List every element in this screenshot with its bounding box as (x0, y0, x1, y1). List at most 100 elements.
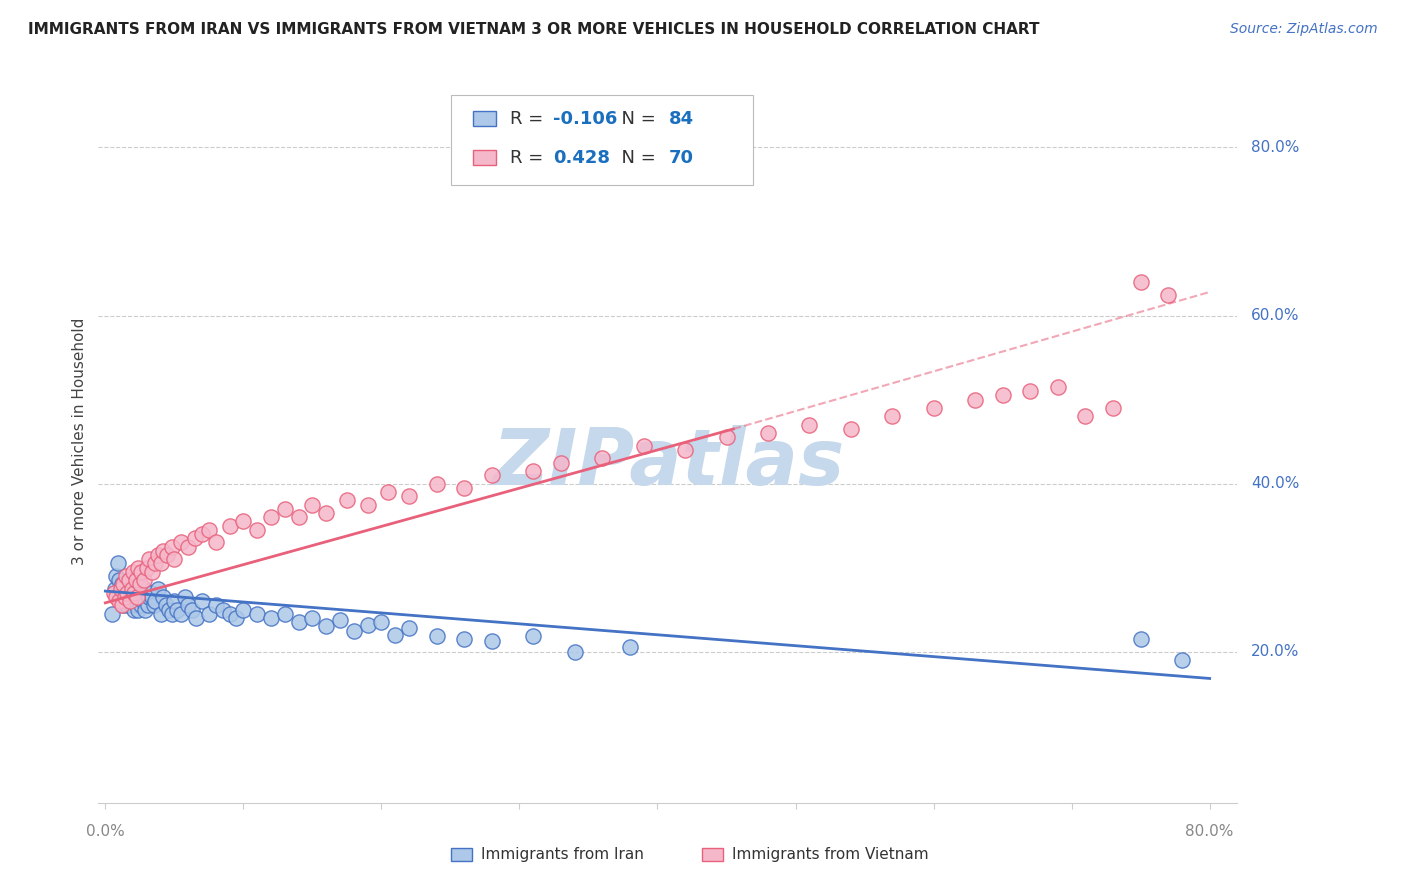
Point (218, 518, 240, 533)
Point (149, 607, 172, 621)
Point (329, 613, 352, 627)
Point (129, 599, 152, 613)
Point (112, 577, 135, 591)
Point (756, 426, 779, 441)
Point (232, 514, 254, 528)
Point (120, 590, 142, 604)
Point (115, 590, 138, 604)
Point (204, 599, 226, 613)
Point (134, 602, 156, 616)
Point (138, 590, 160, 604)
Point (260, 611, 283, 625)
Point (1019, 384, 1042, 398)
Point (564, 644, 586, 658)
Text: IMMIGRANTS FROM IRAN VS IMMIGRANTS FROM VIETNAM 3 OR MORE VEHICLES IN HOUSEHOLD : IMMIGRANTS FROM IRAN VS IMMIGRANTS FROM … (28, 22, 1039, 37)
Text: 60.0%: 60.0% (1251, 308, 1299, 323)
Point (115, 582, 138, 596)
Point (105, 590, 128, 604)
Point (181, 602, 204, 616)
Point (673, 442, 696, 457)
Point (155, 599, 177, 613)
Point (117, 577, 139, 591)
Point (591, 451, 613, 466)
Text: R =: R = (509, 110, 548, 128)
Point (882, 409, 904, 424)
Point (170, 535, 193, 549)
Text: 80.0%: 80.0% (1251, 140, 1299, 155)
Point (177, 599, 200, 613)
Point (370, 615, 392, 630)
Point (149, 557, 172, 571)
Point (110, 594, 132, 608)
Point (356, 498, 378, 512)
Point (117, 586, 139, 600)
Point (111, 582, 134, 596)
Point (522, 464, 544, 478)
Point (218, 607, 240, 621)
Point (112, 590, 135, 604)
FancyBboxPatch shape (451, 848, 472, 862)
Point (384, 628, 406, 642)
Point (166, 602, 188, 616)
Point (108, 594, 131, 608)
Point (120, 594, 142, 608)
Point (146, 582, 169, 596)
Point (301, 498, 323, 512)
Point (177, 540, 200, 554)
Point (127, 560, 149, 574)
Text: 0.428: 0.428 (553, 149, 610, 167)
Point (129, 565, 152, 579)
Point (315, 506, 337, 520)
FancyBboxPatch shape (472, 151, 496, 165)
Point (125, 590, 148, 604)
Point (1074, 409, 1097, 424)
Point (453, 632, 475, 646)
Point (619, 640, 641, 655)
Point (108, 590, 131, 604)
Point (107, 557, 129, 571)
Point (125, 594, 148, 608)
Point (315, 619, 337, 633)
Text: -0.106: -0.106 (553, 110, 617, 128)
Point (141, 565, 163, 579)
Point (121, 582, 143, 596)
Point (124, 602, 146, 616)
Point (111, 599, 134, 613)
Point (124, 586, 146, 600)
Point (105, 569, 128, 583)
Point (191, 527, 214, 541)
Point (198, 607, 221, 621)
Point (301, 611, 323, 625)
Point (122, 586, 145, 600)
Point (103, 586, 125, 600)
Point (156, 548, 179, 562)
FancyBboxPatch shape (472, 112, 496, 126)
Point (799, 417, 821, 432)
Point (426, 630, 449, 644)
Point (112, 599, 135, 613)
Point (225, 611, 247, 625)
Point (1129, 275, 1152, 289)
Point (121, 573, 143, 587)
Point (398, 621, 420, 635)
Point (104, 582, 127, 596)
Point (108, 573, 131, 587)
Point (152, 543, 174, 558)
Point (127, 602, 149, 616)
Point (128, 577, 150, 591)
Point (114, 590, 136, 604)
Point (1157, 287, 1180, 301)
Point (550, 456, 572, 470)
Point (343, 624, 366, 638)
Point (118, 586, 141, 600)
Point (336, 493, 359, 508)
Point (135, 586, 157, 600)
Point (152, 590, 174, 604)
Point (163, 594, 186, 608)
Point (232, 602, 254, 616)
Point (1129, 632, 1152, 646)
Point (274, 501, 297, 516)
Point (125, 573, 148, 587)
Point (287, 615, 309, 630)
Point (186, 611, 208, 625)
